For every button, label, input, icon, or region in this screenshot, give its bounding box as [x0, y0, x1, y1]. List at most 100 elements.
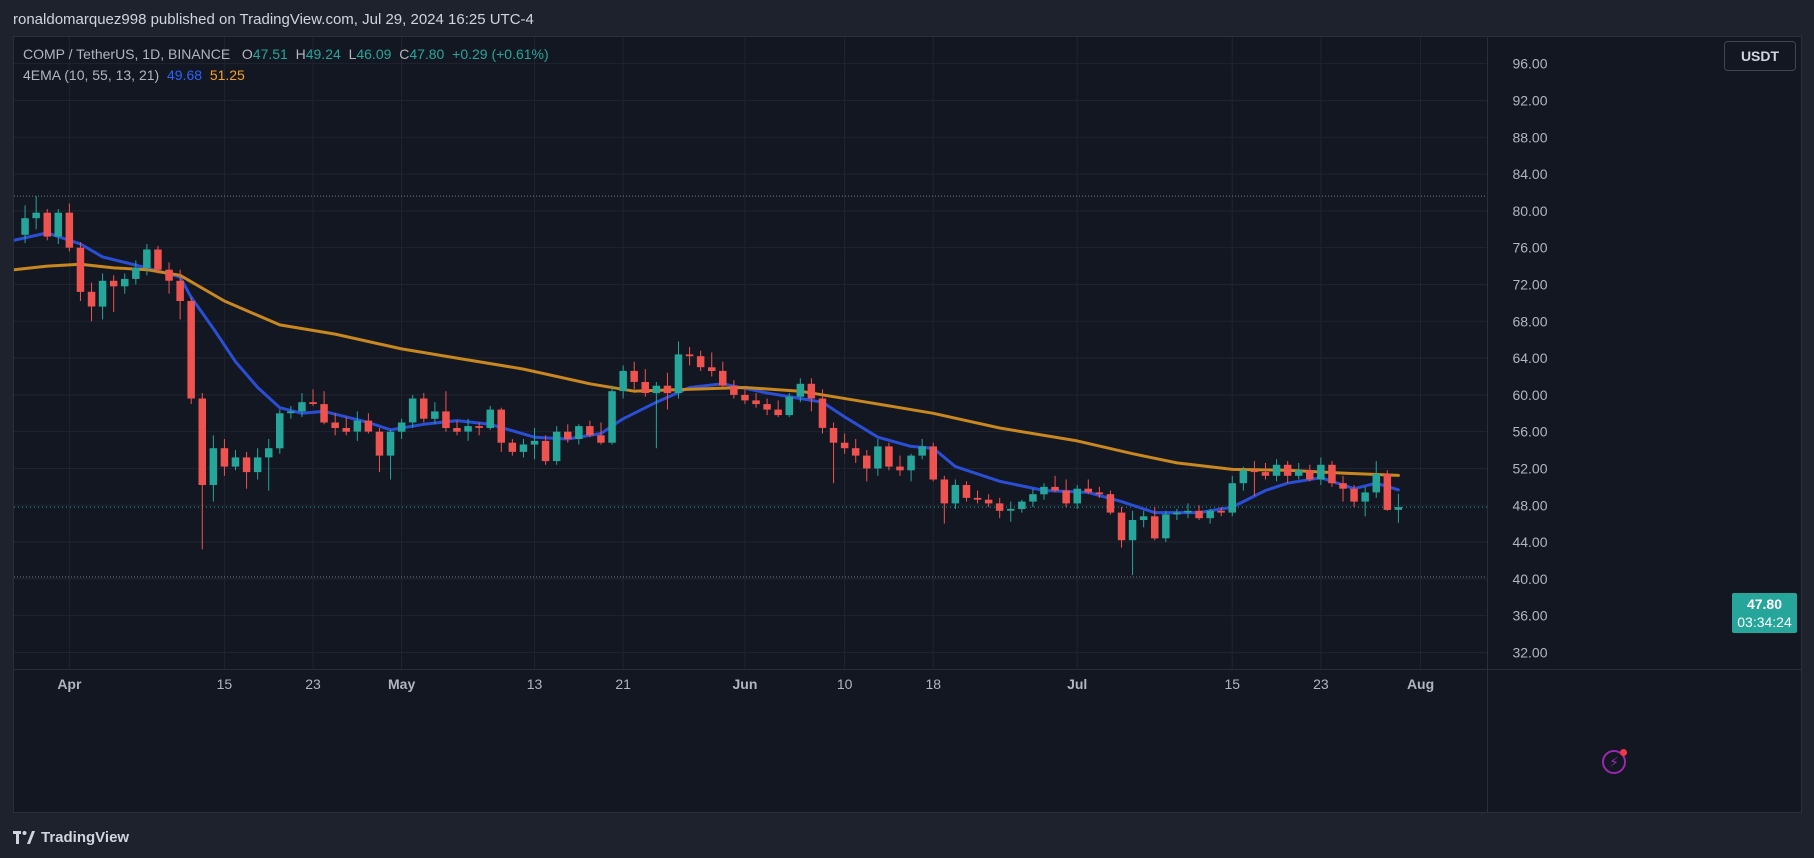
- candle-body: [1095, 492, 1104, 495]
- candle-body: [220, 448, 229, 467]
- candle-body: [1339, 483, 1347, 489]
- candle-body: [774, 409, 782, 416]
- candle-body: [752, 400, 760, 405]
- time-tick-label: 23: [305, 676, 321, 692]
- time-tick-label: 13: [527, 676, 543, 692]
- indicator-name[interactable]: 4EMA (10, 55, 13, 21): [23, 67, 160, 83]
- candle-body: [143, 249, 151, 268]
- candle-body: [730, 385, 738, 395]
- candle-body: [586, 426, 594, 436]
- candle-body: [1106, 494, 1115, 513]
- candle-body: [209, 448, 218, 485]
- chart-pane[interactable]: 96.00 92.00 88.00 84.00 80.00 76.00 72.00 68.00…: [13, 36, 1802, 813]
- change-value: +0.29 (+0.61%): [452, 46, 549, 62]
- candle-body: [32, 212, 40, 219]
- close-label: C: [399, 46, 410, 62]
- published-header: ronaldomarquez998 published on TradingVi…: [13, 9, 534, 31]
- time-tick-label: 23: [1313, 676, 1329, 692]
- time-tick-label: May: [388, 676, 415, 692]
- candle-body: [165, 269, 173, 281]
- currency-button[interactable]: USDT: [1724, 41, 1796, 71]
- candle-body: [1328, 464, 1336, 484]
- candle-body: [1394, 507, 1403, 510]
- footer-brand[interactable]: TradingView: [13, 826, 129, 848]
- price-tick-label: 84.00: [1512, 166, 1547, 182]
- time-tick-label: 21: [615, 676, 631, 692]
- candle-body: [918, 446, 926, 456]
- low-value: 46.09: [356, 46, 392, 62]
- candle-body: [608, 391, 616, 443]
- candle-body: [863, 455, 871, 469]
- candle-body: [1206, 510, 1214, 519]
- ema-fast-value: 49.68: [166, 67, 203, 83]
- candle-body: [1062, 490, 1070, 504]
- price-tick-label: 76.00: [1512, 240, 1547, 256]
- candle-body: [696, 356, 705, 368]
- candle-body: [1173, 512, 1181, 515]
- candle-body: [1128, 520, 1137, 541]
- low-label: L: [348, 46, 357, 62]
- price-tick-label: 64.00: [1512, 350, 1547, 366]
- candle-body: [486, 409, 494, 428]
- candle-body: [719, 370, 727, 386]
- candle-body: [287, 411, 295, 414]
- candle-body: [1283, 464, 1292, 476]
- indicator-legend[interactable]: 4EMA (10, 55, 13, 21) 49.68 51.25: [23, 66, 245, 84]
- price-chart[interactable]: 96.00 92.00 88.00 84.00 80.00 76.00 72.00 68.00…: [14, 37, 1801, 812]
- candle-body: [1195, 510, 1203, 519]
- candle-body: [840, 442, 849, 449]
- candle-body: [685, 354, 694, 357]
- candle-body: [253, 457, 262, 473]
- candle-body: [1383, 474, 1392, 510]
- candle-body: [386, 431, 395, 456]
- candle-body: [984, 499, 993, 504]
- time-tick-label: Apr: [57, 676, 82, 692]
- price-tick-label: 72.00: [1512, 276, 1547, 292]
- price-tick-label: 60.00: [1512, 387, 1547, 403]
- candle-body: [1162, 514, 1170, 539]
- candle-body: [176, 280, 184, 301]
- candle-body: [508, 442, 517, 452]
- candle-body: [896, 466, 904, 471]
- candle-body: [940, 479, 949, 504]
- open-value: 47.51: [252, 46, 288, 62]
- tradingview-logo-icon: [13, 830, 35, 844]
- time-tick-label: 18: [925, 676, 941, 692]
- candle-body: [353, 420, 362, 432]
- candle-body: [1040, 486, 1048, 495]
- candle-body: [442, 411, 450, 428]
- candle-body: [1018, 501, 1026, 509]
- ema-slow-line: [14, 262, 1400, 477]
- price-tick-label: 36.00: [1512, 608, 1547, 624]
- high-value: 49.24: [305, 46, 341, 62]
- price-tick-label: 52.00: [1512, 460, 1547, 476]
- candle-body: [1350, 488, 1358, 502]
- candle-body: [663, 385, 672, 394]
- candle-body: [1184, 510, 1192, 513]
- lightning-icon[interactable]: ⚡: [1602, 750, 1626, 774]
- candle-body: [1029, 494, 1037, 502]
- ema-fast-line: [14, 231, 1400, 515]
- symbol-name[interactable]: COMP / TetherUS, 1D, BINANCE: [23, 46, 231, 62]
- candle-body: [76, 247, 85, 292]
- candle-body: [1007, 508, 1015, 511]
- candle-body: [265, 448, 273, 458]
- candle-body: [1306, 470, 1314, 480]
- candle-body: [132, 267, 140, 279]
- candle-body: [1073, 488, 1081, 504]
- price-tick-label: 56.00: [1512, 424, 1547, 440]
- price-tick-label: 48.00: [1512, 497, 1547, 513]
- candle-body: [597, 435, 605, 443]
- candle-body: [818, 398, 827, 428]
- ema-slow-value: 51.25: [209, 67, 245, 83]
- candle-body: [1239, 470, 1248, 484]
- candle-body: [851, 448, 860, 456]
- candle-body: [65, 212, 74, 248]
- candle-body: [309, 402, 317, 404]
- candle-body: [630, 370, 638, 382]
- candle-body: [641, 382, 649, 393]
- notification-dot: [1620, 749, 1627, 756]
- candle-body: [21, 218, 29, 235]
- candle-body: [530, 440, 539, 445]
- candle-body: [1250, 470, 1259, 473]
